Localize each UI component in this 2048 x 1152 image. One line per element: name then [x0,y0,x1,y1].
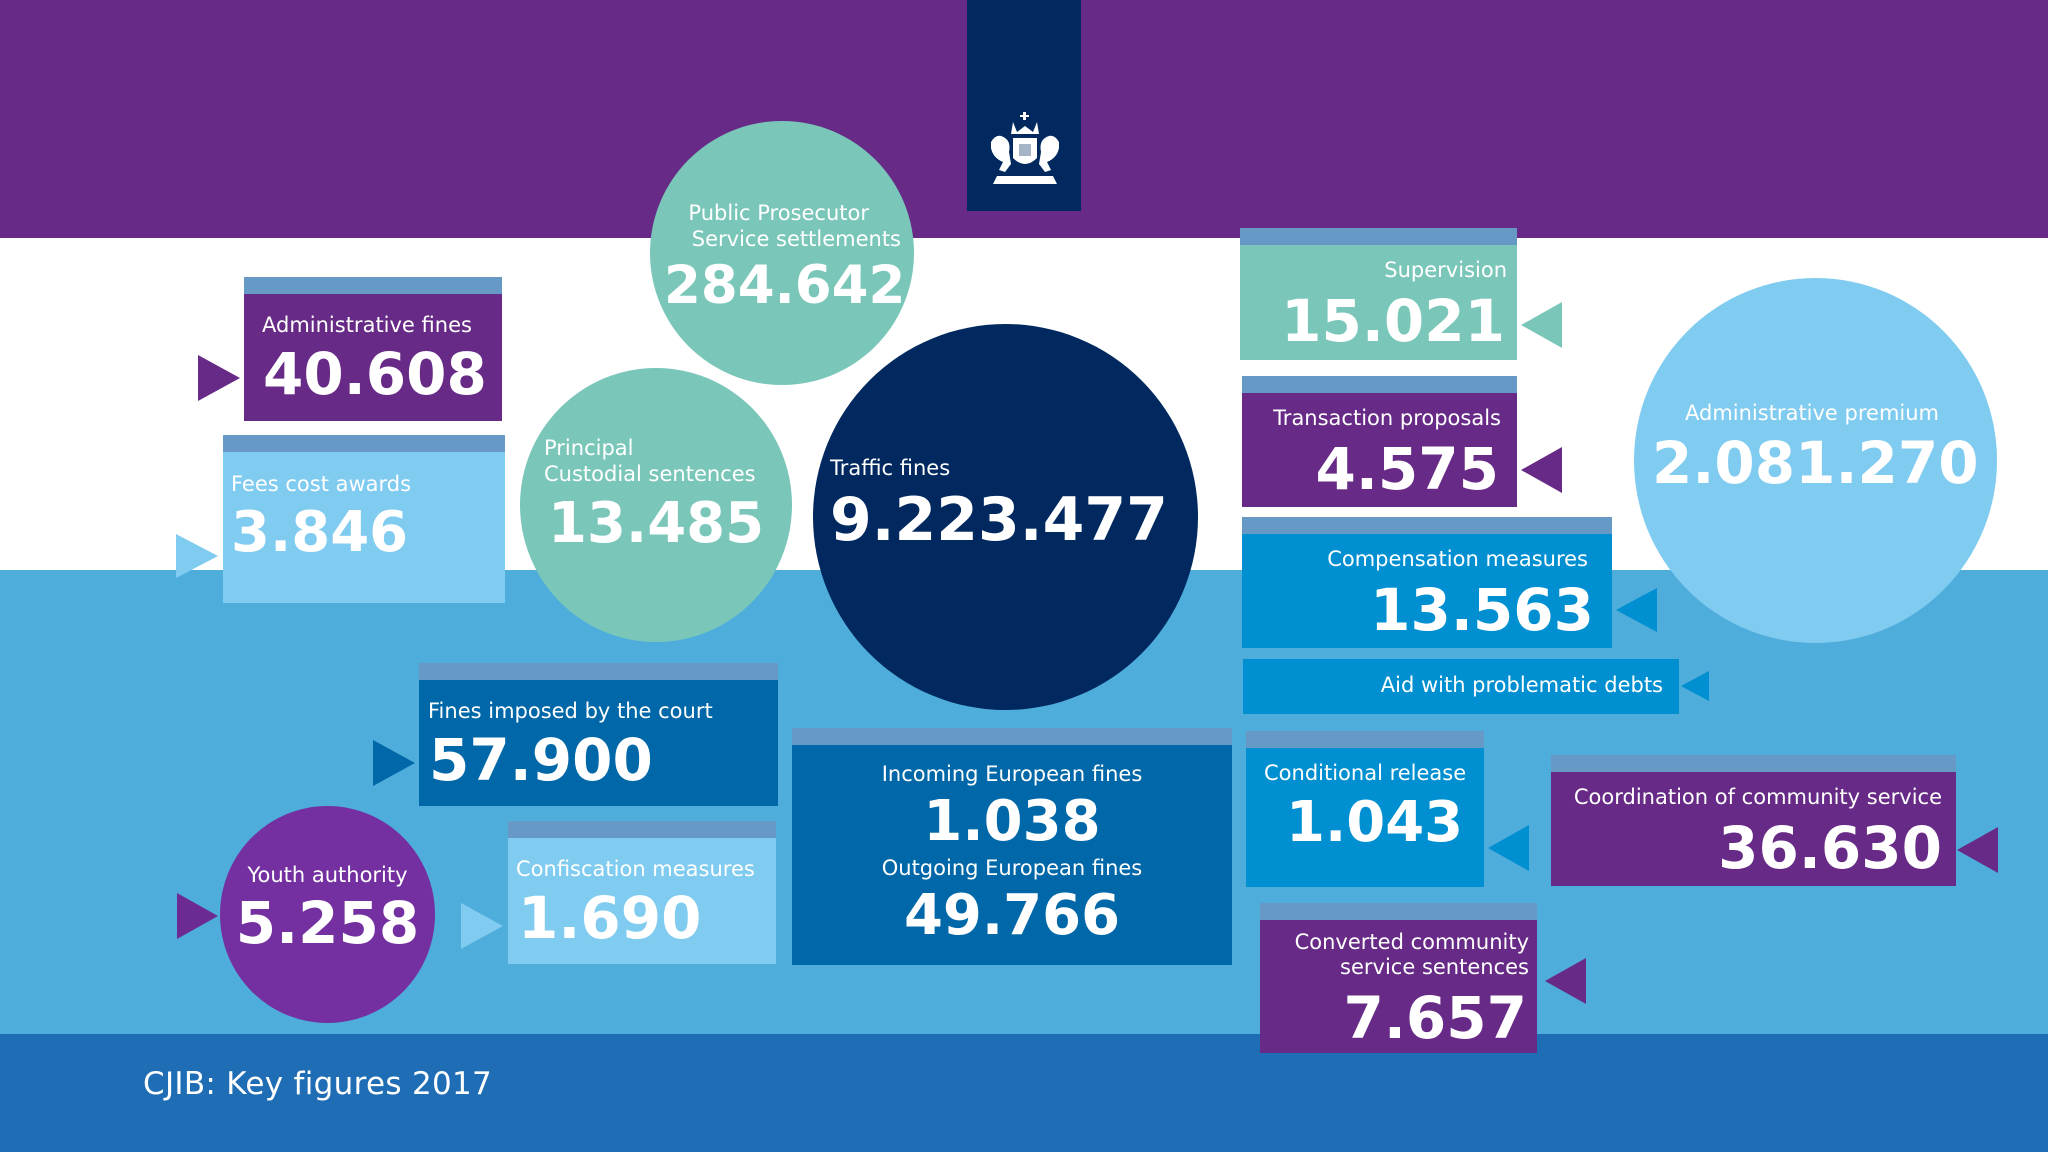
fees-cost-awards-arrow-icon [176,534,218,578]
supervision-arrow-icon [1521,302,1562,348]
fees-cost-awards-card: Fees cost awards 3.846 [223,435,505,603]
fines-court-label: Fines imposed by the court [428,699,713,723]
european-fines-card: Incoming European fines 1.038 Outgoing E… [792,728,1232,965]
card-top-bar [244,277,502,294]
fines-court-value: 57.900 [429,726,653,794]
principal-custodial-circle: Principal Custodial sentences 13.485 [520,368,792,642]
card-top-bar [1242,517,1612,534]
youth-authority-value: 5.258 [235,889,420,957]
confiscation-measures-arrow-icon [461,903,503,949]
dutch-coat-of-arms-icon [991,112,1059,184]
transaction-proposals-label: Transaction proposals [1273,406,1501,430]
incoming-european-fines-label: Incoming European fines [881,762,1143,786]
public-prosecutor-value: 284.642 [664,255,906,316]
confiscation-measures-value: 1.690 [518,884,702,952]
transaction-proposals-arrow-icon [1521,447,1562,493]
confiscation-measures-label: Confiscation measures [516,857,755,881]
footer-band [0,1034,2048,1152]
conditional-release-card: Conditional release 1.043 [1246,731,1484,887]
card-top-bar [223,435,505,452]
compensation-measures-value: 13.563 [1370,576,1594,644]
administrative-premium-value: 2.081.270 [1652,429,1979,497]
administrative-fines-card: Administrative fines 40.608 [244,277,502,421]
government-logo [967,0,1081,211]
outgoing-european-fines-label: Outgoing European fines [881,856,1143,880]
conditional-release-value: 1.043 [1286,790,1464,855]
administrative-premium-label: Administrative premium [1685,401,1940,425]
public-prosecutor-circle: Public Prosecutor Service settlements 28… [650,121,914,385]
traffic-fines-value: 9.223.477 [830,485,1168,555]
conditional-release-label: Conditional release [1264,761,1467,785]
aid-problematic-debts-arrow-icon [1681,671,1709,701]
youth-authority-circle: Youth authority 5.258 [220,806,435,1023]
card-top-bar [508,821,776,838]
converted-community-service-label-1: Converted community [1294,930,1529,954]
coordination-community-service-card: Coordination of community service 36.630 [1551,755,1956,886]
administrative-fines-label: Administrative fines [262,313,472,337]
card-top-bar [1246,731,1484,748]
fines-court-card: Fines imposed by the court 57.900 [419,663,778,806]
conditional-release-arrow-icon [1488,825,1529,871]
incoming-european-fines-value: 1.038 [923,789,1101,854]
converted-community-service-arrow-icon [1545,958,1586,1004]
card-top-bar [792,728,1232,745]
card-top-bar [1240,228,1517,245]
converted-community-service-label-2: service sentences [1340,955,1529,979]
youth-authority-label: Youth authority [247,863,408,887]
coordination-community-service-label: Coordination of community service [1573,785,1942,809]
card-top-bar [1242,376,1517,393]
card-top-bar [419,663,778,680]
aid-problematic-debts-label: Aid with problematic debts [1380,673,1663,697]
card-top-bar [1260,903,1537,920]
fines-court-arrow-icon [373,740,415,786]
traffic-fines-circle: Traffic fines 9.223.477 [813,324,1198,710]
administrative-premium-circle: Administrative premium 2.081.270 [1634,278,1997,643]
traffic-fines-label: Traffic fines [830,456,951,480]
principal-custodial-label-1: Principal [544,436,634,460]
page-title: CJIB: Key figures 2017 [143,1066,493,1102]
converted-community-service-card: Converted community service sentences 7.… [1260,903,1537,1053]
principal-custodial-label-2: Custodial sentences [544,462,756,486]
supervision-value: 15.021 [1281,287,1505,355]
converted-community-service-value: 7.657 [1343,984,1527,1052]
compensation-measures-card: Compensation measures 13.563 [1242,517,1612,648]
card-top-bar [1551,755,1956,772]
youth-authority-arrow-icon [177,893,218,939]
public-prosecutor-label-1: Public Prosecutor [688,201,869,225]
outgoing-european-fines-value: 49.766 [903,883,1121,948]
coordination-community-service-value: 36.630 [1718,814,1942,882]
aid-problematic-debts-card: Aid with problematic debts [1243,659,1679,714]
compensation-measures-arrow-icon [1616,588,1657,632]
compensation-measures-label: Compensation measures [1327,547,1588,571]
transaction-proposals-value: 4.575 [1315,435,1499,503]
administrative-fines-value: 40.608 [263,340,487,408]
confiscation-measures-card: Confiscation measures 1.690 [508,821,776,964]
supervision-card: Supervision 15.021 [1240,228,1517,360]
administrative-fines-arrow-icon [198,355,240,401]
principal-custodial-value: 13.485 [548,491,765,556]
supervision-label: Supervision [1384,258,1507,282]
public-prosecutor-label-2: Service settlements [691,227,901,251]
coordination-community-service-arrow-icon [1957,827,1998,873]
transaction-proposals-card: Transaction proposals 4.575 [1242,376,1517,507]
fees-cost-awards-label: Fees cost awards [231,472,412,496]
fees-cost-awards-value: 3.846 [231,500,409,565]
